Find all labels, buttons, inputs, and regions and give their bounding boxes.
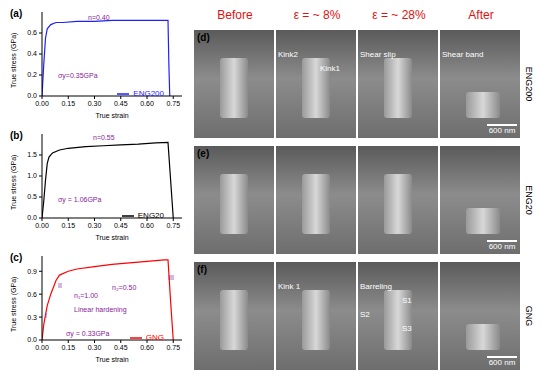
html-text:Shear slip: Shear slip (360, 50, 396, 59)
html-text:σy=0.35GPa: σy=0.35GPa (58, 72, 98, 79)
html-text:ε = ~ 8%: ε = ~ 8% (293, 8, 341, 22)
svg-text:True strain: True strain (95, 356, 128, 363)
svg-text:0.60: 0.60 (140, 222, 154, 229)
svg-text:0.15: 0.15 (61, 344, 75, 351)
svg-text:0.5: 0.5 (27, 193, 37, 200)
html-text:σy = 0.33GPa: σy = 0.33GPa (66, 330, 110, 337)
html-text:ENG20: ENG20 (137, 211, 164, 221)
html-text:Kink 1: Kink 1 (278, 282, 301, 291)
html-text:S1: S1 (402, 296, 412, 305)
html-text:n₂=0.50: n₂=0.50 (112, 284, 137, 291)
html-text:GNG: GNG (145, 333, 164, 343)
svg-text:0.0: 0.0 (27, 92, 37, 99)
html-text:(d): (d) (197, 32, 210, 43)
svg-text:0.6: 0.6 (27, 29, 37, 36)
html-text:ε = ~ 28%: ε = ~ 28% (372, 8, 426, 22)
html-text:III: III (168, 274, 174, 281)
svg-text:0.2: 0.2 (27, 71, 37, 78)
svg-text:1.5: 1.5 (27, 151, 37, 158)
html-text:S3: S3 (402, 324, 412, 333)
html-text:(c): (c) (10, 252, 23, 263)
html-text:Kink2: Kink2 (278, 50, 298, 59)
html-text:(f): (f) (197, 264, 207, 275)
svg-text:0.60: 0.60 (140, 344, 154, 351)
html-text:Before: Before (217, 8, 253, 22)
html-text:ENG200: ENG200 (524, 66, 534, 102)
html-text:I: I (45, 312, 47, 319)
svg-text:0.3: 0.3 (27, 314, 37, 321)
html-text:Kink1: Kink1 (320, 64, 340, 73)
svg-text:0.15: 0.15 (61, 222, 75, 229)
svg-text:0.9: 0.9 (27, 268, 37, 275)
svg-text:0.30: 0.30 (88, 100, 102, 107)
svg-text:0.75: 0.75 (166, 344, 180, 351)
svg-text:0.45: 0.45 (114, 344, 128, 351)
html-text:600 nm: 600 nm (488, 242, 516, 251)
svg-text:True stress (GPa): True stress (GPa) (10, 33, 18, 88)
svg-text:True strain: True strain (95, 112, 128, 119)
html-text:GNG: GNG (524, 305, 534, 327)
html-text:ENG20: ENG20 (524, 185, 534, 215)
html-text:600 nm: 600 nm (488, 358, 516, 367)
svg-text:0.00: 0.00 (35, 222, 49, 229)
svg-text:0.75: 0.75 (166, 222, 180, 229)
svg-text:1.0: 1.0 (27, 172, 37, 179)
html-text:Shear band: Shear band (442, 50, 484, 59)
svg-text:0.30: 0.30 (88, 344, 102, 351)
svg-text:True strain: True strain (95, 234, 128, 241)
html-text:Linear hardening: Linear hardening (74, 306, 127, 313)
html-text:σy = 1.06GPa: σy = 1.06GPa (58, 196, 102, 203)
html-text:600 nm: 600 nm (488, 126, 516, 135)
html-text:n₁=1.00: n₁=1.00 (74, 292, 98, 299)
svg-text:0.15: 0.15 (61, 100, 75, 107)
html-text:Barreling: Barreling (360, 282, 392, 291)
svg-text:0.30: 0.30 (88, 222, 102, 229)
html-text:(b): (b) (10, 130, 23, 141)
svg-text:True stress (GPa): True stress (GPa) (10, 155, 18, 210)
html-text:II: II (58, 282, 62, 289)
html-text:ENG200: ENG200 (133, 89, 164, 99)
svg-text:0.4: 0.4 (27, 50, 37, 57)
svg-text:0.75: 0.75 (166, 100, 180, 107)
svg-text:0.45: 0.45 (114, 100, 128, 107)
html-text:n=0.55: n=0.55 (93, 134, 115, 141)
svg-text:0.00: 0.00 (35, 344, 49, 351)
svg-text:True stress (GPa): True stress (GPa) (10, 277, 18, 332)
svg-text:0.0: 0.0 (27, 336, 37, 343)
svg-text:0.45: 0.45 (114, 222, 128, 229)
html-text:n=0.40: n=0.40 (88, 14, 110, 21)
html-text:(e): (e) (197, 148, 210, 159)
html-text:After: After (468, 8, 494, 22)
svg-text:0.00: 0.00 (35, 100, 49, 107)
html-text:S2: S2 (360, 310, 370, 319)
svg-text:0.60: 0.60 (140, 100, 154, 107)
html-text:(a): (a) (10, 8, 23, 19)
svg-text:0.6: 0.6 (27, 291, 37, 298)
svg-text:0.0: 0.0 (27, 214, 37, 221)
